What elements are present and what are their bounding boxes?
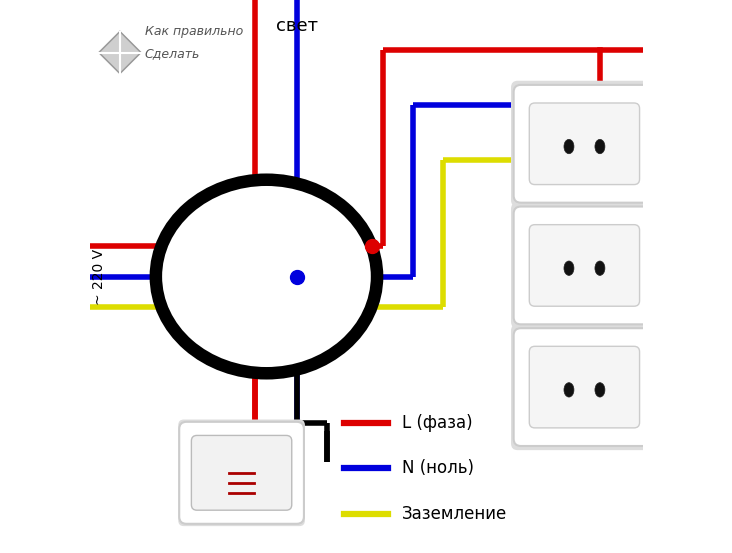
Ellipse shape [564,139,574,154]
FancyBboxPatch shape [191,435,292,510]
Ellipse shape [595,261,605,275]
FancyBboxPatch shape [179,422,304,524]
Ellipse shape [595,383,605,397]
FancyBboxPatch shape [511,202,658,328]
FancyBboxPatch shape [511,324,658,450]
Text: Заземление: Заземление [402,505,507,523]
Text: Как правильно: Как правильно [145,25,243,38]
Ellipse shape [156,180,377,373]
FancyBboxPatch shape [529,103,640,185]
FancyBboxPatch shape [511,81,658,207]
Ellipse shape [564,261,574,275]
Text: ~ 220 V: ~ 220 V [92,248,106,305]
FancyBboxPatch shape [514,206,655,324]
Ellipse shape [564,383,574,397]
FancyBboxPatch shape [529,346,640,428]
FancyBboxPatch shape [529,225,640,306]
FancyBboxPatch shape [514,328,655,446]
Text: свет: свет [276,17,318,35]
Text: Сделать: Сделать [145,47,200,60]
Text: L (фаза): L (фаза) [402,414,473,432]
Ellipse shape [595,139,605,154]
Text: N (ноль): N (ноль) [402,460,474,477]
FancyBboxPatch shape [514,85,655,203]
Polygon shape [99,32,141,74]
FancyBboxPatch shape [179,420,305,526]
